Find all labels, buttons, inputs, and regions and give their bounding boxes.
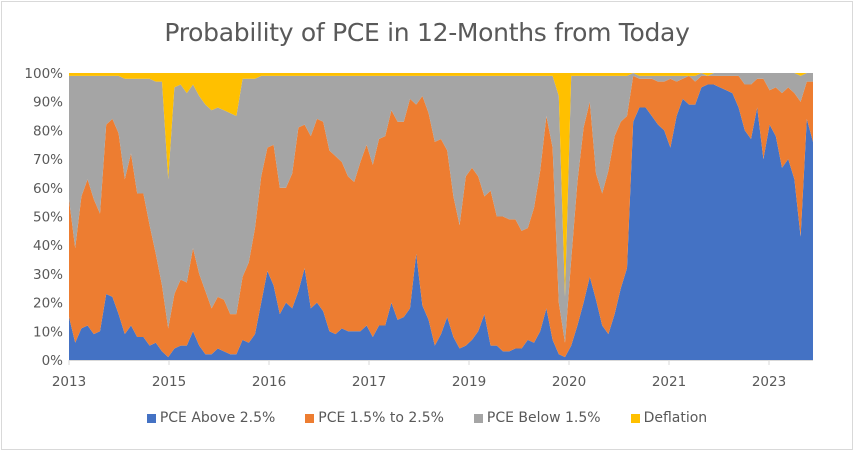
legend-item-deflation: Deflation [630,410,708,426]
plot-areas [69,73,813,360]
x-tick-label: 2023 [752,374,786,390]
area-series-pce-above-2-5 [69,84,813,360]
chart-title: Probability of PCE in 12-Months from Tod… [164,18,690,47]
y-tick-label: 20% [33,296,63,312]
legend-label-pce-below: PCE Below 1.5% [486,410,601,426]
area-series-pce-below-1-5 [69,73,813,343]
legend-swatch-pce-below [473,413,483,423]
y-tick-label: 100% [24,66,63,82]
legend-item-pce-mid: PCE 1.5% to 2.5% [305,410,444,426]
y-tick-label: 80% [33,123,63,139]
legend-swatch-deflation [630,413,640,423]
x-tick-label: 2021 [652,374,686,390]
x-tick-label: 2017 [352,374,386,390]
legend-label-deflation: Deflation [643,410,708,426]
y-tick-label: 50% [33,210,63,226]
y-tick-label: 10% [33,324,63,340]
area-series-pce-1-5-to-2-5 [69,75,813,358]
y-tick-label: 60% [33,181,63,197]
y-tick-label: 0% [42,353,64,369]
legend-item-pce-below: PCE Below 1.5% [473,410,601,426]
legend-item-pce-above: PCE Above 2.5% [146,410,276,426]
y-tick-label: 70% [33,152,63,168]
y-tick-label: 40% [33,238,63,254]
legend-label-pce-mid: PCE 1.5% to 2.5% [318,410,444,426]
legend-swatch-pce-mid [305,413,315,423]
x-tick-label: 2013 [52,374,86,390]
x-tick-label: 2019 [452,374,486,390]
legend-label-pce-above: PCE Above 2.5% [159,410,276,426]
legend: PCE Above 2.5% PCE 1.5% to 2.5% PCE Belo… [0,410,854,426]
x-tick-label: 2016 [252,374,286,390]
x-tick-label: 2020 [552,374,586,390]
legend-swatch-pce-above [146,413,156,423]
y-tick-label: 90% [33,95,63,111]
x-tick-label: 2015 [152,374,186,390]
y-tick-label: 30% [33,267,63,283]
axes: 0% 10% 20% 30% 40% 50% 60% 70% 80% 90% 100% 2013 201… [24,66,813,390]
